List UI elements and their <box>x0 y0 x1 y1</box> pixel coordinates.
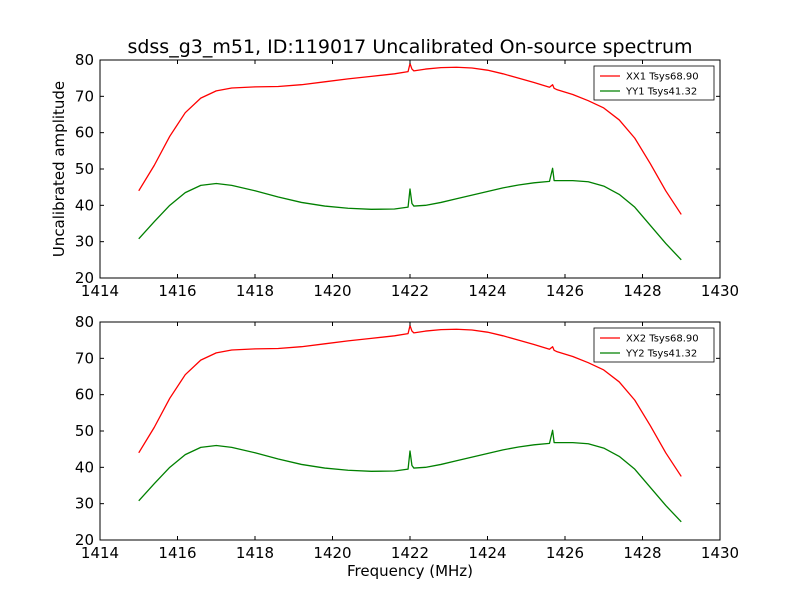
x-tick-label: 1416 <box>158 282 196 300</box>
x-tick-label: 1430 <box>701 282 739 300</box>
x-tick-label: 1428 <box>623 282 661 300</box>
y-tick-label: 30 <box>75 495 94 513</box>
legend-label-xx: XX1 Tsys68.90 <box>626 72 699 83</box>
x-tick-label: 1424 <box>468 544 506 562</box>
x-tick-label: 1414 <box>81 282 119 300</box>
y-tick-label: 70 <box>75 87 94 105</box>
series-line-yy <box>138 429 682 523</box>
legend: XX2 Tsys68.90 YY2 Tsys41.32 <box>593 327 715 363</box>
series-line-xx <box>138 62 682 215</box>
x-tick-label: 1414 <box>81 544 119 562</box>
x-tick-label: 1416 <box>158 544 196 562</box>
x-axis-label: Frequency (MHz) <box>347 562 473 580</box>
y-tick-label: 50 <box>75 160 94 178</box>
y-tick-label: 20 <box>75 269 94 287</box>
x-tick-label: 1422 <box>391 544 429 562</box>
x-tick-label: 1418 <box>236 282 274 300</box>
legend: XX1 Tsys68.90 YY1 Tsys41.32 <box>593 65 715 101</box>
legend-box <box>593 327 715 363</box>
y-axis-label: Uncalibrated amplitude <box>50 81 68 257</box>
series-line-xx <box>138 324 682 477</box>
x-tick-label: 1426 <box>546 544 584 562</box>
legend-box <box>593 65 715 101</box>
y-tick-label: 50 <box>75 422 94 440</box>
top-spectrum-panel: 1414 1416 1418 1420 1422 1424 1426 1428 1430 20 30… <box>50 51 739 300</box>
x-tick-label: 1422 <box>391 282 429 300</box>
x-tick-label: 1430 <box>701 544 739 562</box>
y-tick-label: 80 <box>75 51 94 69</box>
y-tick-label: 40 <box>75 458 94 476</box>
x-tick-label: 1426 <box>546 282 584 300</box>
x-tick-label: 1420 <box>313 282 351 300</box>
series-line-yy <box>138 167 682 261</box>
y-tick-label: 60 <box>75 124 94 142</box>
y-tick-label: 40 <box>75 196 94 214</box>
y-tick-label: 20 <box>75 531 94 549</box>
x-tick-label: 1428 <box>623 544 661 562</box>
x-tick-label: 1418 <box>236 544 274 562</box>
figure-title: sdss_g3_m51, ID:119017 Uncalibrated On-s… <box>127 36 692 58</box>
legend-label-yy: YY2 Tsys41.32 <box>625 349 697 360</box>
y-tick-label: 60 <box>75 386 94 404</box>
y-tick-label: 30 <box>75 233 94 251</box>
legend-label-yy: YY1 Tsys41.32 <box>625 87 697 98</box>
legend-label-xx: XX2 Tsys68.90 <box>626 334 699 345</box>
bottom-spectrum-panel: 1414 1416 1418 1420 1422 1424 1426 1428 1430 20 30… <box>75 313 739 580</box>
y-tick-label: 70 <box>75 349 94 367</box>
y-tick-label: 80 <box>75 313 94 331</box>
x-tick-label: 1424 <box>468 282 506 300</box>
x-tick-label: 1420 <box>313 544 351 562</box>
